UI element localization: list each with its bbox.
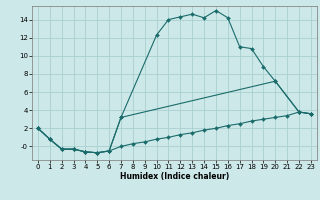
X-axis label: Humidex (Indice chaleur): Humidex (Indice chaleur) xyxy=(120,172,229,181)
